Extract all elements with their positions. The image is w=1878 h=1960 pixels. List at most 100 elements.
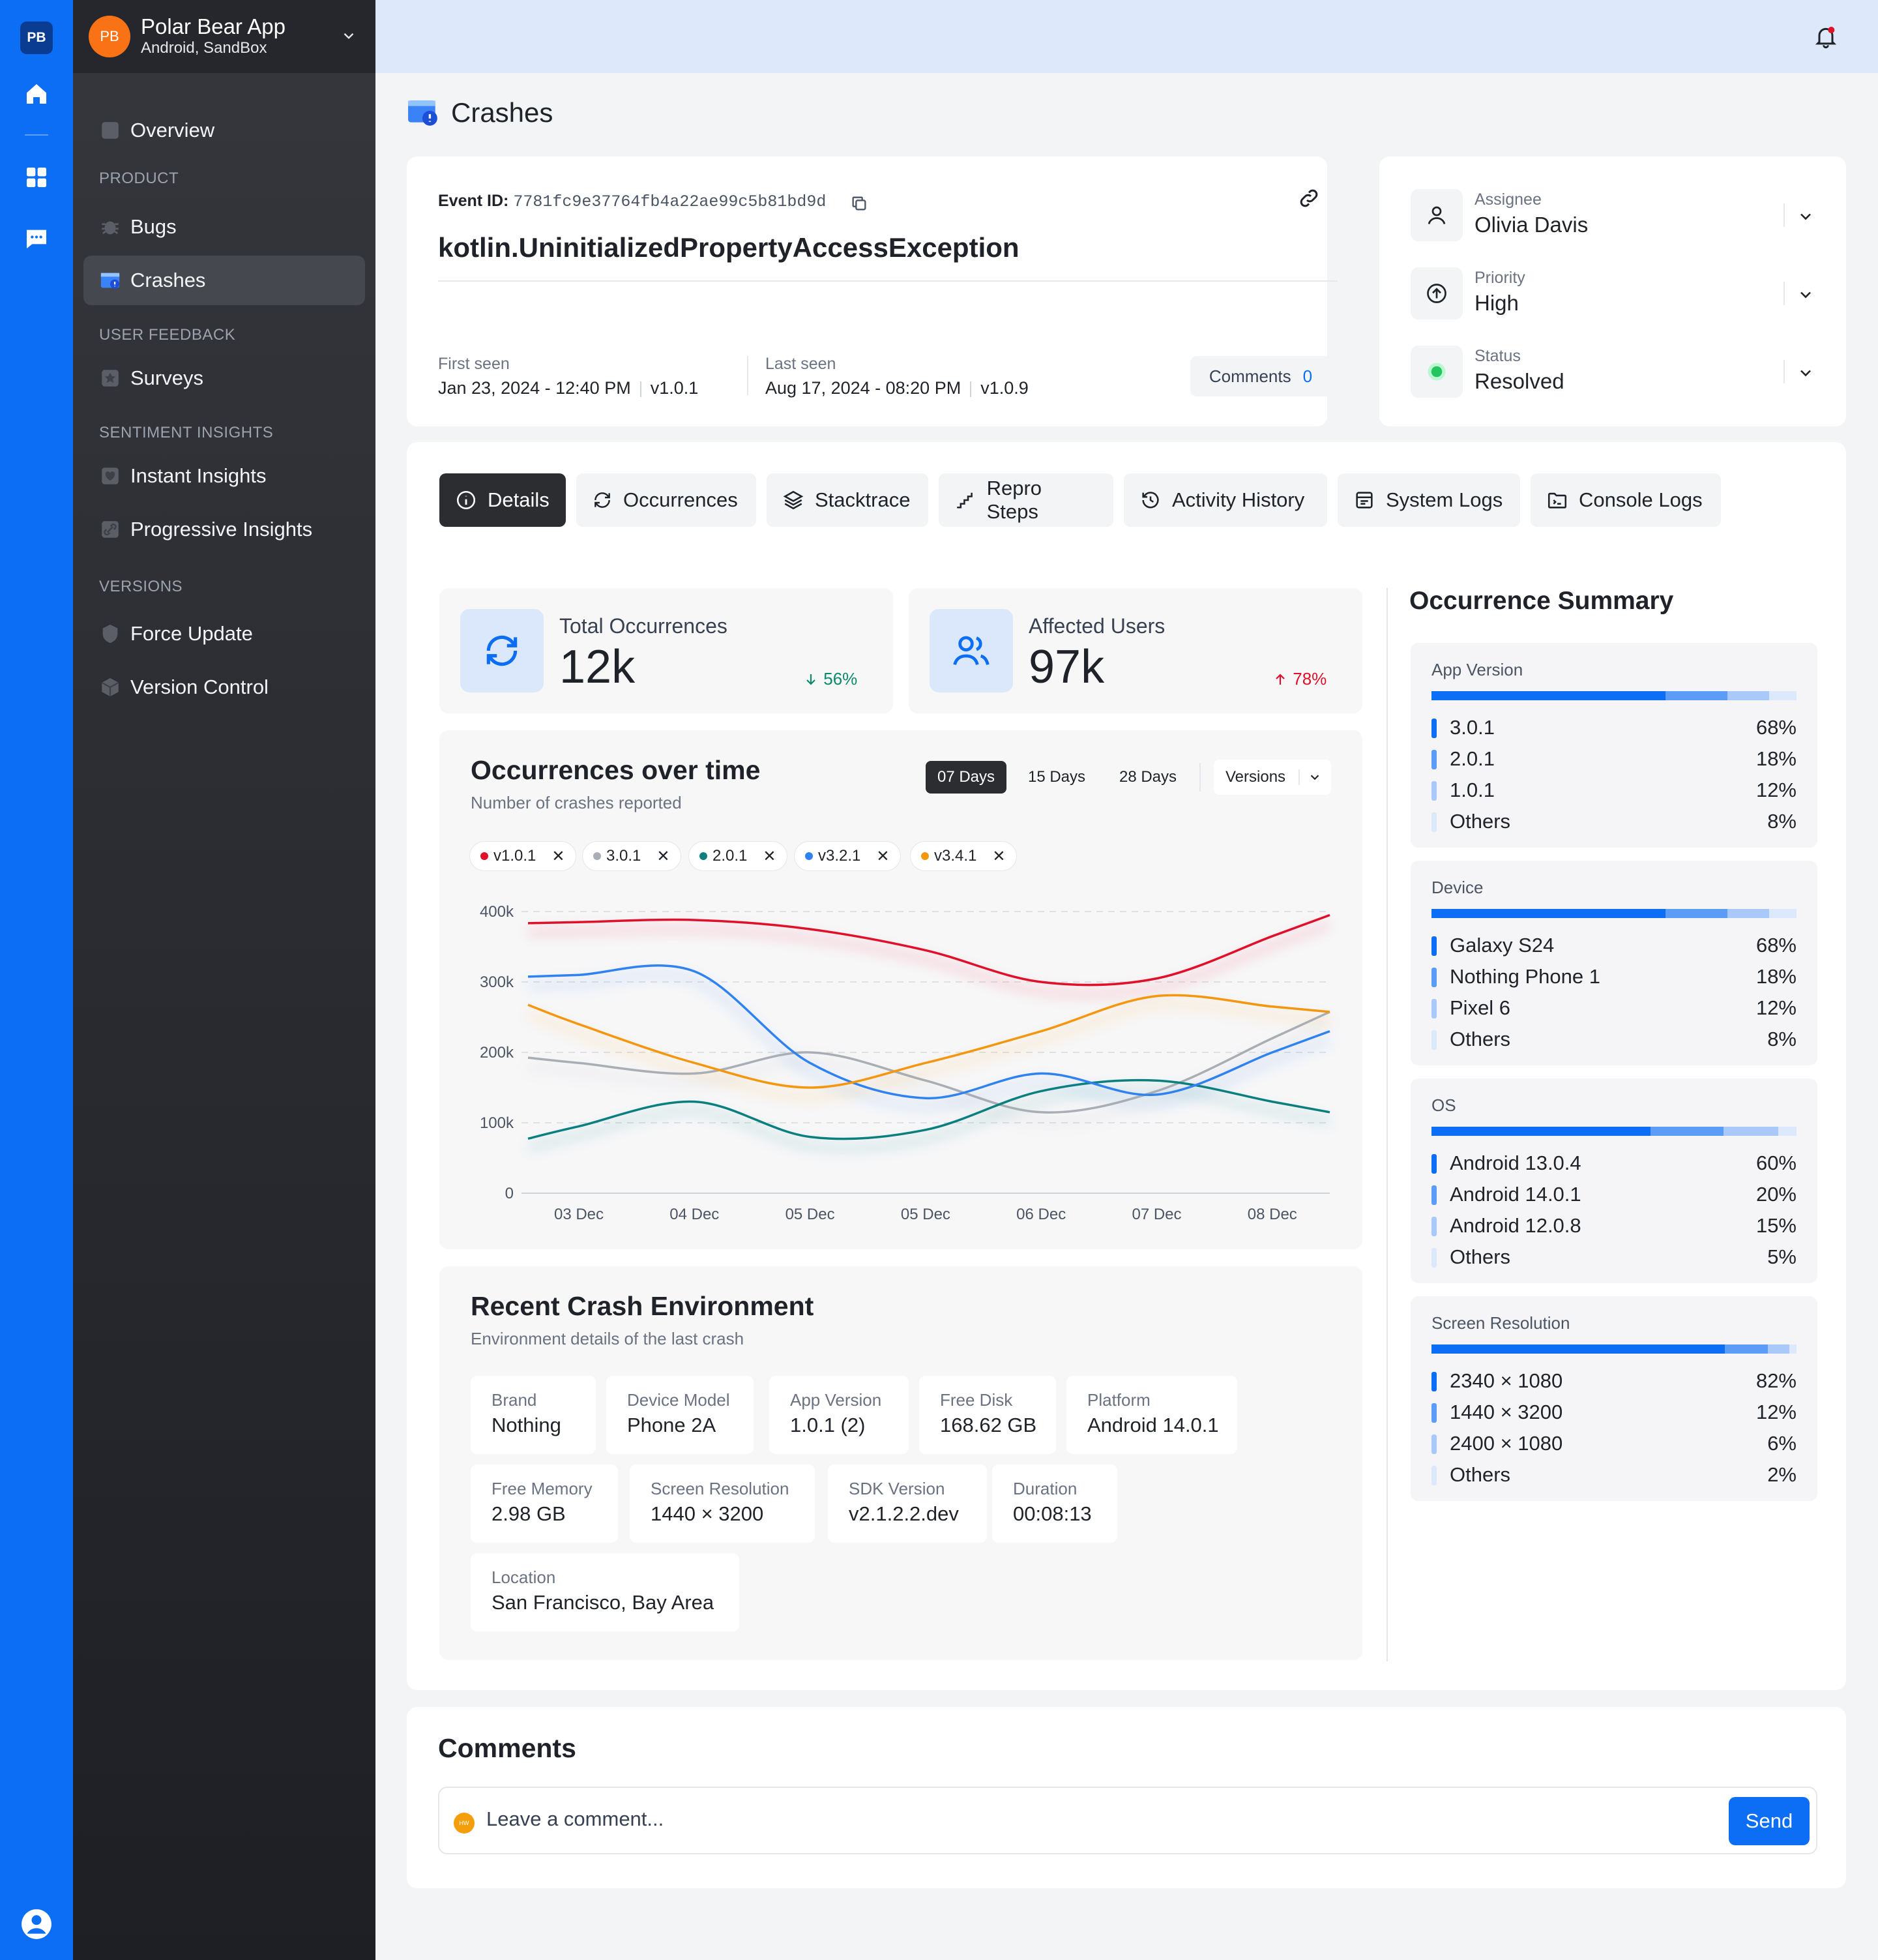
sidebar-item-force-update[interactable]: Force Update [83, 609, 365, 659]
tab-label: Console Logs [1579, 488, 1703, 511]
env-label: App Version [790, 1390, 882, 1410]
status-label: Status [1475, 347, 1521, 365]
summary-row: 1.0.1 12% [1431, 777, 1797, 806]
close-icon[interactable]: ✕ [656, 847, 670, 865]
close-icon[interactable]: ✕ [992, 847, 1006, 865]
y-tick-label: 0 [505, 1185, 514, 1202]
sidebar-item-label: Bugs [130, 215, 177, 238]
first-seen-version: v1.0.1 [650, 378, 699, 398]
tab-system-logs[interactable]: System Logs [1338, 473, 1520, 527]
sidebar-item-version-control[interactable]: Version Control [83, 662, 365, 712]
legend-marker [1431, 1466, 1437, 1485]
distribution-segment [1725, 1344, 1768, 1354]
sidebar-item-label: Progressive Insights [130, 518, 313, 541]
affected-users-delta: 78% [1272, 669, 1327, 689]
close-icon[interactable]: ✕ [876, 847, 890, 865]
close-icon[interactable]: ✕ [551, 847, 565, 865]
sidebar-item-instant-insights[interactable]: Instant Insights [83, 451, 365, 501]
chevron-down-icon[interactable] [340, 27, 357, 44]
app-platform: Android, SandBox [141, 39, 267, 57]
summary-row-percent: 8% [1767, 810, 1797, 833]
summary-row: Nothing Phone 1 18% [1431, 964, 1797, 992]
summary-row-percent: 68% [1755, 716, 1797, 739]
notification-bell-icon[interactable] [1813, 23, 1839, 50]
copy-icon[interactable] [850, 194, 868, 213]
comment-input[interactable]: Leave a comment... [486, 1807, 664, 1830]
divider [1199, 763, 1201, 792]
workspace-logo[interactable]: PB [20, 22, 53, 54]
tab-stacktrace[interactable]: Stacktrace [767, 473, 928, 527]
summary-row-name: 1440 × 3200 [1450, 1401, 1563, 1423]
sidebar-item-label: Version Control [130, 676, 269, 698]
link-icon[interactable] [1297, 186, 1321, 210]
legend-marker [1431, 1030, 1437, 1050]
divider [747, 356, 748, 395]
priority-value: High [1475, 291, 1519, 315]
sidebar-item-surveys[interactable]: Surveys [83, 353, 365, 403]
apps-grid-icon[interactable] [23, 164, 50, 190]
rail-divider [25, 134, 48, 136]
x-tick-label: 04 Dec [669, 1206, 719, 1223]
priority-select[interactable]: Priority High [1411, 266, 1817, 321]
chevron-down-icon[interactable] [1797, 207, 1815, 226]
series-chip-v101[interactable]: v1.0.1 ✕ [469, 841, 576, 871]
divider [1783, 282, 1785, 305]
summary-row-percent: 60% [1755, 1151, 1797, 1174]
tab-label: System Logs [1386, 488, 1503, 511]
send-button[interactable]: Send [1729, 1797, 1810, 1845]
range-7-days[interactable]: 07 Days [926, 761, 1006, 794]
summary-row: Android 14.0.1 20% [1431, 1181, 1797, 1210]
legend-marker [1431, 999, 1437, 1018]
sidebar-item-label: Overview [130, 119, 215, 141]
chat-icon[interactable] [23, 226, 50, 252]
summary-row-name: Android 14.0.1 [1450, 1183, 1581, 1206]
sidebar-item-progressive-insights[interactable]: Progressive Insights [83, 505, 365, 554]
comments-count-button[interactable]: Comments 0 [1190, 356, 1331, 396]
tab-repro-steps[interactable]: Repro Steps [939, 473, 1113, 527]
first-seen-label: First seen [438, 355, 510, 373]
series-chip-label: v3.2.1 [818, 847, 861, 865]
x-tick-label: 06 Dec [1016, 1206, 1066, 1223]
total-occurrences-delta: 56% [803, 669, 857, 689]
sidebar-item-overview[interactable]: Overview [83, 106, 365, 155]
assignee-select[interactable]: Assignee Olivia Davis [1411, 188, 1817, 243]
app-switcher[interactable]: PB Polar Bear App Android, SandBox [73, 0, 375, 73]
env-location: Location San Francisco, Bay Area [471, 1553, 739, 1631]
env-label: Location [492, 1567, 556, 1587]
summary-group: Screen Resolution 2340 × 1080 82% 1440 × 32… [1411, 1296, 1817, 1501]
tab-occurrences[interactable]: Occurrences [576, 473, 756, 527]
range-28-days[interactable]: 28 Days [1119, 768, 1177, 786]
series-chip-301[interactable]: 3.0.1 ✕ [582, 841, 681, 871]
series-chip-201[interactable]: 2.0.1 ✕ [688, 841, 787, 871]
y-tick-label: 400k [480, 903, 514, 921]
env-label: Screen Resolution [651, 1479, 789, 1498]
tab-activity-history[interactable]: Activity History [1124, 473, 1327, 527]
sidebar-item-bugs[interactable]: Bugs [83, 202, 365, 252]
versions-dropdown[interactable]: Versions [1214, 760, 1331, 795]
x-tick-label: 07 Dec [1132, 1206, 1181, 1223]
status-value: Resolved [1475, 369, 1564, 393]
distribution-segment [1651, 1127, 1724, 1136]
summary-row: Android 13.0.4 60% [1431, 1150, 1797, 1179]
affected-users-label: Affected Users [1029, 614, 1166, 638]
comments-label: Comments [1209, 366, 1291, 386]
environment-title: Recent Crash Environment [471, 1291, 814, 1321]
summary-row: 2400 × 1080 6% [1431, 1431, 1797, 1459]
home-icon[interactable] [23, 81, 50, 107]
series-chip-v341[interactable]: v3.4.1 ✕ [910, 841, 1017, 871]
tab-details[interactable]: Details [439, 473, 566, 527]
event-id-label: Event ID: [438, 192, 509, 210]
user-profile-icon[interactable] [20, 1908, 53, 1940]
status-select[interactable]: Status Resolved [1411, 344, 1817, 399]
close-icon[interactable]: ✕ [763, 847, 776, 865]
y-tick-label: 200k [480, 1044, 514, 1062]
series-chip-v321[interactable]: v3.2.1 ✕ [794, 841, 901, 871]
env-value: 1.0.1 (2) [790, 1414, 866, 1436]
env-label: Free Memory [492, 1479, 593, 1498]
y-tick-label: 300k [480, 973, 514, 991]
range-15-days[interactable]: 15 Days [1027, 768, 1086, 786]
sidebar-item-crashes[interactable]: Crashes [83, 256, 365, 305]
chevron-down-icon[interactable] [1797, 286, 1815, 304]
chevron-down-icon[interactable] [1797, 364, 1815, 382]
tab-console-logs[interactable]: Console Logs [1531, 473, 1721, 527]
